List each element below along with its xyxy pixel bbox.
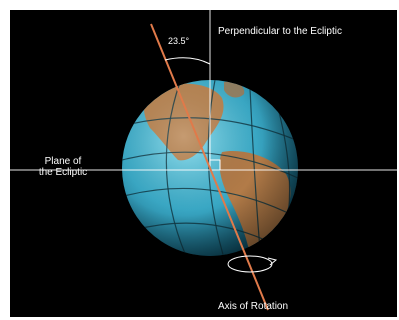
right-angle-marker <box>210 159 221 170</box>
earth-tilt-diagram <box>10 10 397 311</box>
ecliptic-plane-label-line1: Plane of <box>44 156 82 167</box>
tilt-angle-label: 23.5° <box>168 36 190 46</box>
diagram-frame: Perpendicular to the Ecliptic 23.5° Plan… <box>10 10 397 317</box>
rotation-axis-line <box>150 23 269 311</box>
tilt-angle-arc <box>164 57 211 65</box>
rotation-arrow <box>227 255 278 273</box>
ecliptic-plane-label: Plane of the Ecliptic <box>32 156 94 178</box>
rotation-axis-label: Axis of Rotation <box>218 301 289 312</box>
ecliptic-plane-label-line2: the Ecliptic <box>38 167 88 178</box>
perpendicular-label: Perpendicular to the Ecliptic <box>218 26 342 37</box>
